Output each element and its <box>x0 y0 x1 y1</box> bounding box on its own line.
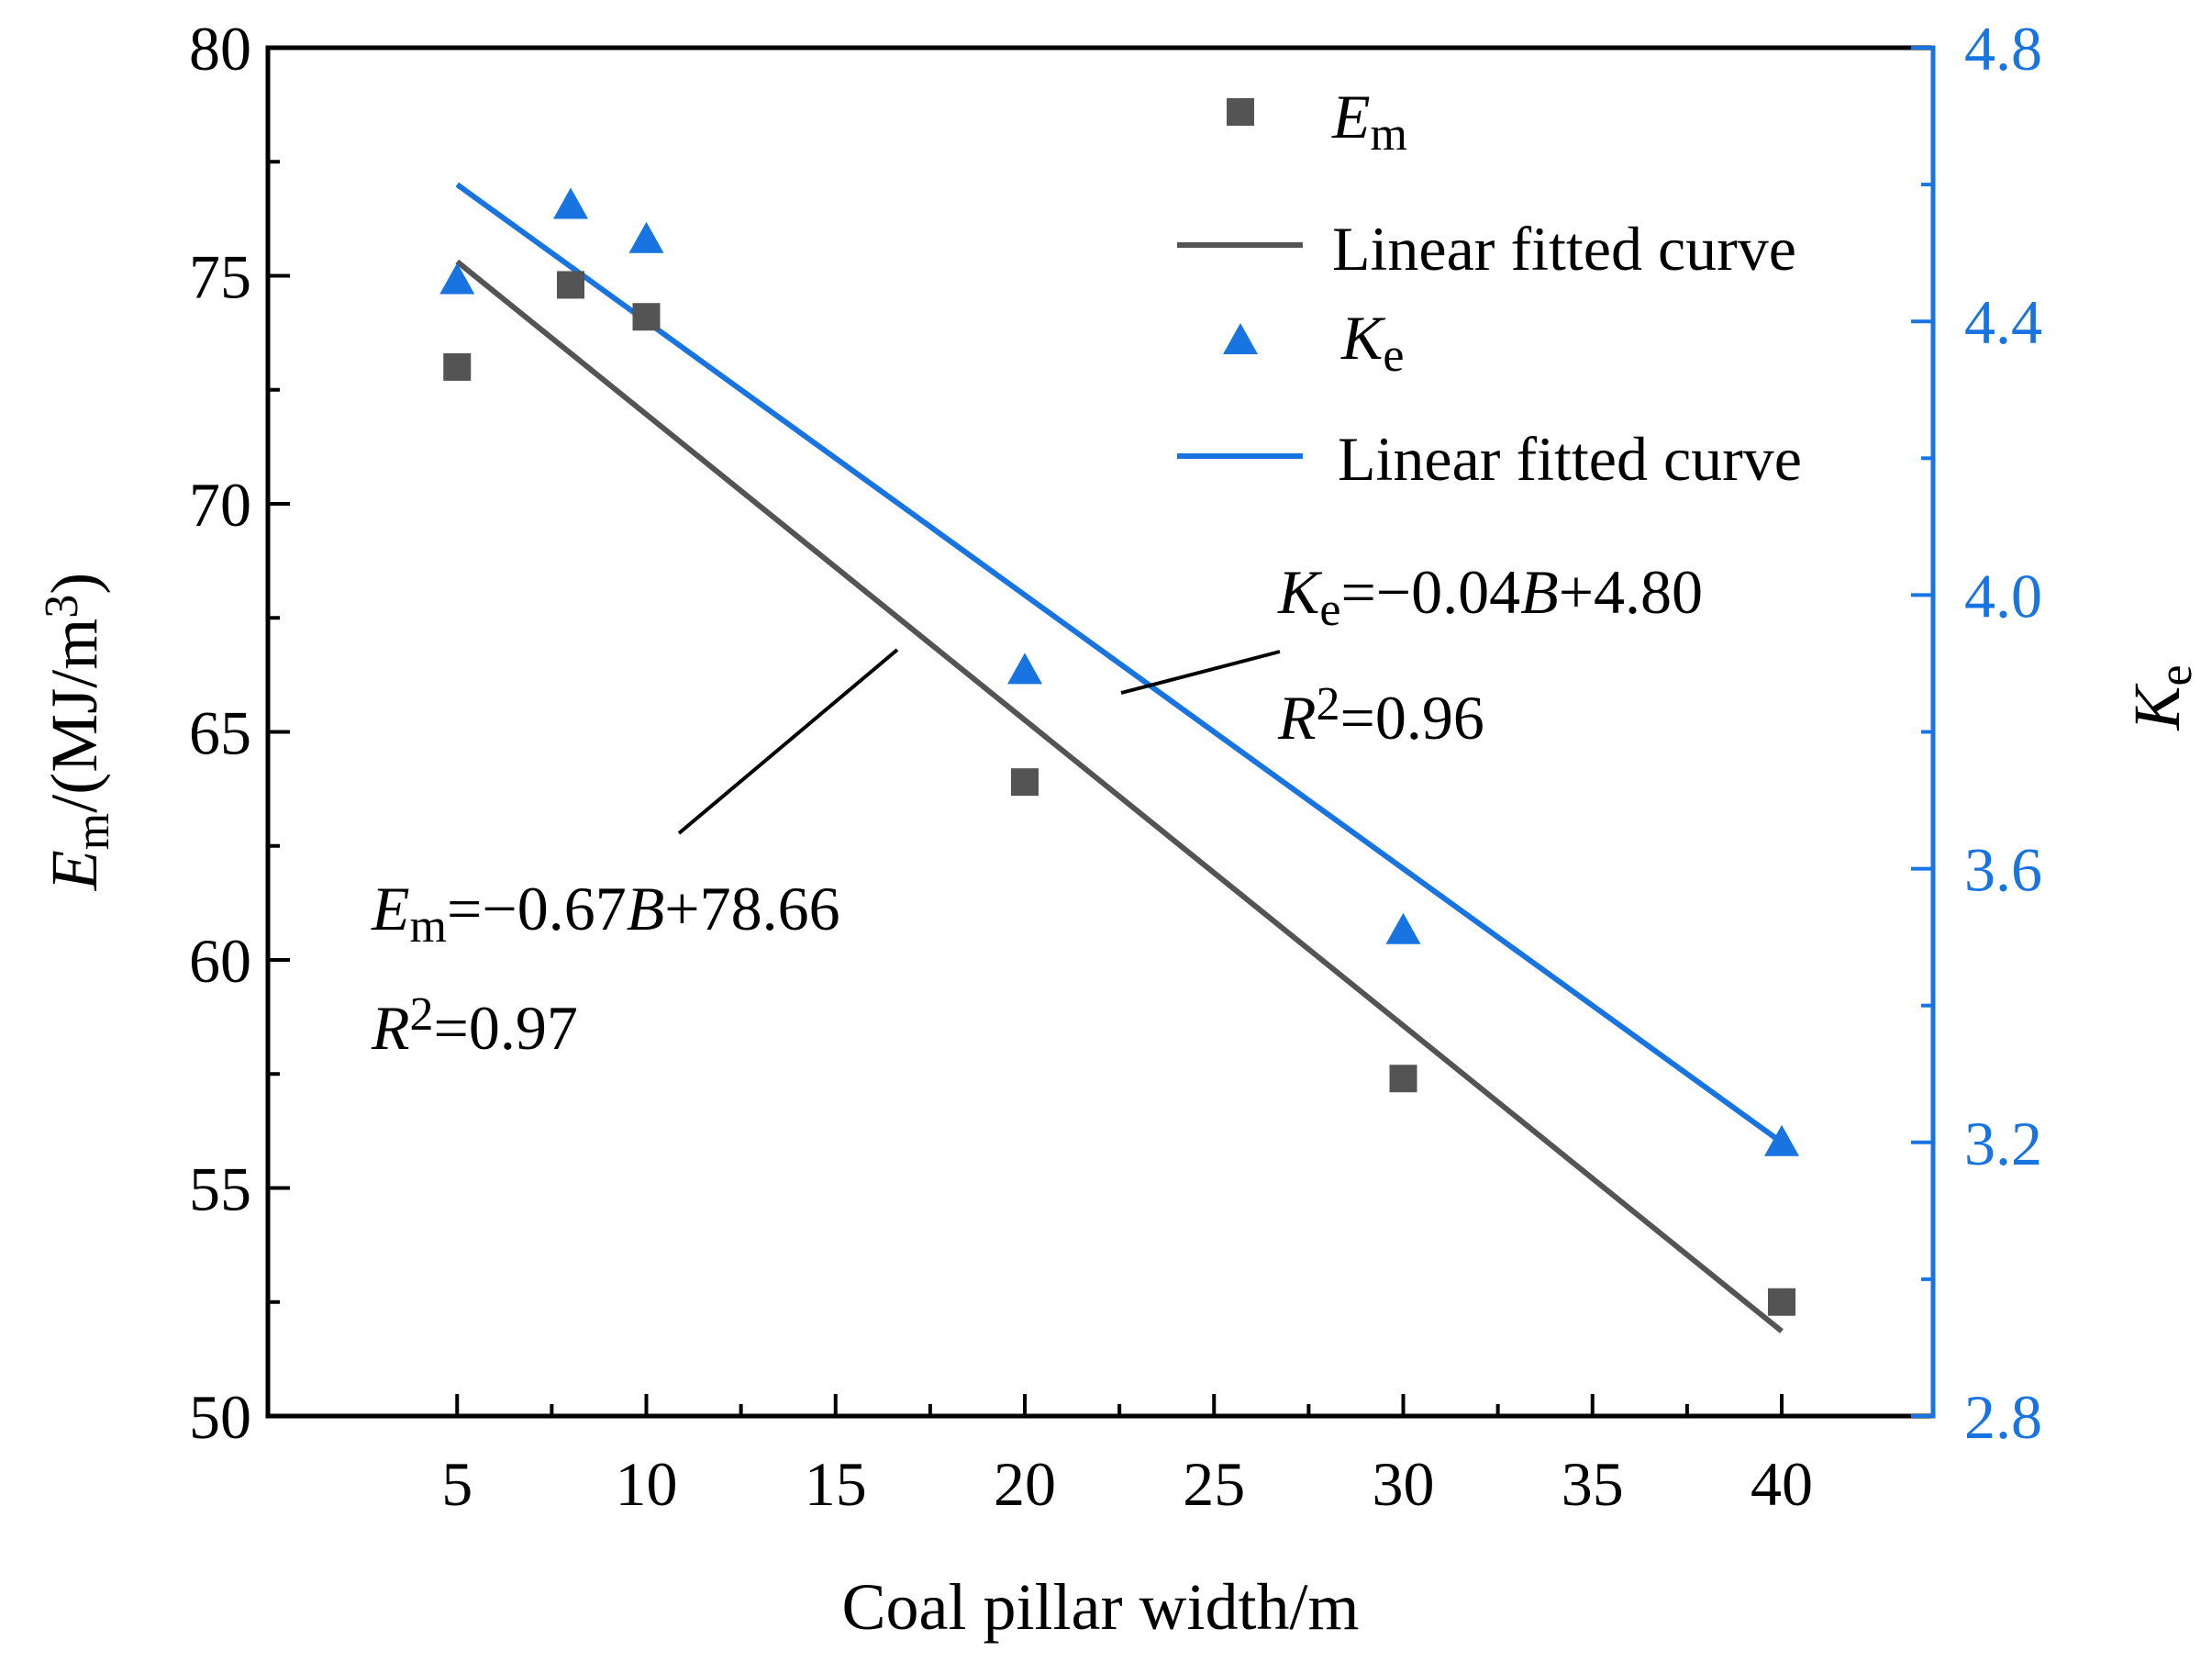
x-tick-label-35: 35 <box>1562 1449 1624 1519</box>
annotation-leader-em <box>677 648 899 835</box>
marker-em-10 <box>632 303 661 331</box>
y-right-tick-label-4: 4.0 <box>1964 561 2042 630</box>
legend: Em Linear fitted curve Ke Linear fitted cur… <box>1177 82 1802 494</box>
fit-annotations: Ke=−0.04B+4.80 R2=0.96 Em=−0.67B+78.66 R2=0… <box>371 557 1703 1063</box>
legend-marker-em <box>1227 98 1254 126</box>
y-left-tick-label-75: 75 <box>189 242 251 312</box>
x-tick-label-30: 30 <box>1373 1449 1435 1519</box>
marker-ke-40 <box>1764 1124 1799 1156</box>
marker-ke-30 <box>1385 912 1421 944</box>
y-left-tick-label-60: 60 <box>189 926 251 996</box>
y-right-tick-label-2.8: 2.8 <box>1964 1382 2042 1452</box>
y-right-tick-label-3.6: 3.6 <box>1964 835 2042 905</box>
annotation-ke-r2: R2=0.96 <box>1277 678 1484 753</box>
y-left-tick-label-55: 55 <box>189 1154 251 1224</box>
x-tick-label-25: 25 <box>1183 1449 1245 1519</box>
marker-em-8 <box>557 271 584 299</box>
legend-label-ke-fit: Linear fitted curve <box>1338 424 1802 494</box>
marker-ke-8 <box>553 187 588 219</box>
y-left-axis-title: Em/(MJ/m3) <box>36 573 119 891</box>
y-right-tick-label-3.2: 3.2 <box>1964 1109 2042 1178</box>
annotation-em-r2: R2=0.97 <box>371 988 578 1063</box>
marker-em-20 <box>1011 768 1039 797</box>
annotation-ke-equation: Ke=−0.04B+4.80 <box>1277 557 1703 636</box>
y-right-axis-title: Ke <box>2120 664 2202 731</box>
y-right-tick-label-4.4: 4.4 <box>1964 287 2042 357</box>
legend-marker-ke <box>1223 323 1258 354</box>
x-tick-label-5: 5 <box>441 1449 472 1519</box>
marker-ke-10 <box>628 221 664 253</box>
legend-label-ke: Ke <box>1340 303 1404 382</box>
fit-lines <box>455 182 1784 1333</box>
fit-line-em <box>455 259 1784 1333</box>
y-left-tick-label-80: 80 <box>189 14 251 84</box>
marker-ke-20 <box>1007 653 1042 685</box>
axes: 5 10 15 20 25 30 35 40 50 55 60 65 70 75 80 2.8 3.2 3.6 4.… <box>36 14 2202 1644</box>
data-markers <box>439 187 1799 1316</box>
y-left-tick-label-50: 50 <box>189 1382 251 1452</box>
y-left-tick-label-70: 70 <box>189 470 251 540</box>
x-tick-label-20: 20 <box>994 1449 1056 1519</box>
x-tick-label-40: 40 <box>1751 1449 1813 1519</box>
annotation-leader-ke <box>1120 650 1281 695</box>
legend-label-em: Em <box>1331 82 1407 161</box>
annotation-em-equation: Em=−0.67B+78.66 <box>371 874 840 953</box>
marker-em-5 <box>443 352 472 381</box>
fit-line-ke <box>455 182 1784 1145</box>
marker-ke-5 <box>439 262 475 295</box>
y-right-tick-label-4.8: 4.8 <box>1964 14 2042 84</box>
marker-em-40 <box>1768 1288 1795 1316</box>
legend-label-em-fit: Linear fitted curve <box>1332 214 1796 284</box>
x-tick-label-15: 15 <box>805 1449 867 1519</box>
x-axis-title: Coal pillar width/m <box>842 1570 1360 1644</box>
marker-em-30 <box>1389 1065 1417 1093</box>
y-left-tick-label-65: 65 <box>189 698 251 768</box>
x-tick-label-10: 10 <box>616 1449 678 1519</box>
